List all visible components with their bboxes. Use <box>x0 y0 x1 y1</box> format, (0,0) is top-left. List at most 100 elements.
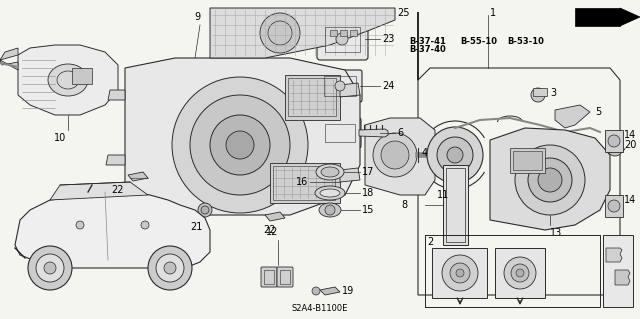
Polygon shape <box>340 168 360 182</box>
Bar <box>340 30 347 36</box>
Circle shape <box>442 255 478 291</box>
Text: 3: 3 <box>550 88 556 98</box>
Circle shape <box>210 115 270 175</box>
Polygon shape <box>615 270 630 285</box>
Bar <box>605 195 623 217</box>
Text: 6: 6 <box>397 128 403 138</box>
Text: 14: 14 <box>624 130 636 140</box>
Circle shape <box>141 221 149 229</box>
Circle shape <box>447 147 463 163</box>
Bar <box>324 76 356 96</box>
Bar <box>510 148 545 173</box>
Polygon shape <box>265 212 285 221</box>
Bar <box>425 235 600 307</box>
Polygon shape <box>0 60 18 70</box>
Bar <box>446 168 465 242</box>
Circle shape <box>335 81 345 91</box>
Circle shape <box>148 246 192 290</box>
Text: B-53-10: B-53-10 <box>508 37 545 46</box>
Bar <box>533 88 547 96</box>
Bar <box>605 130 623 152</box>
Circle shape <box>607 140 623 156</box>
Circle shape <box>198 203 212 217</box>
Text: B-37-40: B-37-40 <box>409 45 446 54</box>
Bar <box>264 270 274 284</box>
Text: 5: 5 <box>595 107 601 117</box>
FancyBboxPatch shape <box>319 118 361 148</box>
Polygon shape <box>125 58 360 215</box>
Circle shape <box>312 287 320 295</box>
Polygon shape <box>128 172 148 181</box>
Text: S2A4-B1100E: S2A4-B1100E <box>292 304 348 313</box>
Bar <box>325 27 360 52</box>
Polygon shape <box>555 105 590 128</box>
Polygon shape <box>210 8 395 58</box>
Text: 15: 15 <box>362 205 374 215</box>
Bar <box>575 8 620 26</box>
Text: 14: 14 <box>624 195 636 205</box>
Circle shape <box>156 254 184 282</box>
Polygon shape <box>106 155 125 165</box>
Text: 1: 1 <box>490 8 496 18</box>
Text: 13: 13 <box>550 228 562 238</box>
Text: 11: 11 <box>437 190 449 200</box>
FancyBboxPatch shape <box>318 70 362 102</box>
FancyBboxPatch shape <box>277 267 293 287</box>
Bar <box>495 248 545 298</box>
Circle shape <box>190 95 290 195</box>
Circle shape <box>427 127 483 183</box>
Bar <box>288 78 336 116</box>
Polygon shape <box>359 129 388 137</box>
Bar <box>513 151 542 170</box>
Polygon shape <box>108 90 125 100</box>
Text: 9: 9 <box>194 12 200 22</box>
Text: 21: 21 <box>190 222 202 232</box>
Circle shape <box>531 88 545 102</box>
Circle shape <box>325 205 335 215</box>
Circle shape <box>172 77 308 213</box>
Circle shape <box>528 158 572 202</box>
Circle shape <box>608 135 620 147</box>
Text: 23: 23 <box>382 34 394 44</box>
Circle shape <box>44 262 56 274</box>
Bar <box>270 163 340 203</box>
Circle shape <box>538 168 562 192</box>
Polygon shape <box>0 48 18 60</box>
Bar <box>330 30 337 36</box>
Circle shape <box>608 200 620 212</box>
Bar <box>280 270 290 284</box>
Circle shape <box>381 141 409 169</box>
Text: 2: 2 <box>427 237 433 247</box>
Ellipse shape <box>319 203 341 217</box>
Text: 18: 18 <box>362 188 374 198</box>
Circle shape <box>515 145 585 215</box>
Polygon shape <box>320 287 340 295</box>
Ellipse shape <box>321 167 339 177</box>
Bar <box>325 124 355 142</box>
Circle shape <box>164 262 176 274</box>
Circle shape <box>28 246 72 290</box>
Polygon shape <box>50 182 148 200</box>
Bar <box>603 235 633 307</box>
Bar <box>443 165 468 245</box>
Ellipse shape <box>48 64 88 96</box>
Bar <box>273 166 335 200</box>
Circle shape <box>516 269 524 277</box>
Circle shape <box>36 254 64 282</box>
Text: 25: 25 <box>397 8 410 18</box>
Polygon shape <box>365 118 435 195</box>
Circle shape <box>260 13 300 53</box>
Polygon shape <box>15 192 210 268</box>
Bar <box>432 248 487 298</box>
Text: 19: 19 <box>342 286 355 296</box>
Text: 24: 24 <box>382 81 394 91</box>
Bar <box>72 68 92 84</box>
Circle shape <box>511 264 529 282</box>
Polygon shape <box>490 128 610 230</box>
Polygon shape <box>340 83 360 97</box>
Ellipse shape <box>315 186 345 200</box>
Text: 16: 16 <box>296 177 308 187</box>
Bar <box>285 75 340 120</box>
Circle shape <box>336 33 348 45</box>
Circle shape <box>504 257 536 289</box>
